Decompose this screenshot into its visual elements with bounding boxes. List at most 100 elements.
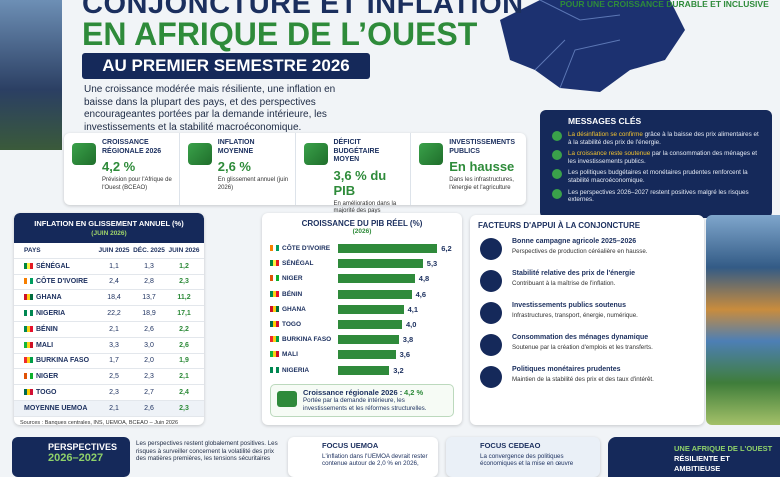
factor-icon (480, 366, 502, 388)
cell-text: TOGO (36, 389, 57, 397)
table-cell: 2,7 (130, 389, 168, 396)
kpi-icon (72, 143, 96, 165)
message-item: La désinflation se confirme grâce à la b… (550, 131, 762, 146)
cell-text: NIGERIA (36, 310, 66, 318)
callout-label: Croissance régionale 2026 : (303, 387, 403, 397)
category: CÔTE D'IVOIRE (282, 245, 331, 253)
message-text: Les politiques budgétaires et monétaires… (568, 169, 748, 184)
bar-row: BÉNIN 4,6 (270, 287, 454, 302)
uemoa-title: FOCUS UEMOA (322, 441, 379, 450)
cell-text: SÉNÉGAL (36, 262, 70, 270)
cell-text: 2,6 (144, 404, 154, 412)
cell-text: 1,2 (179, 262, 189, 270)
table-cell: 2,1 (98, 326, 130, 333)
factor-title: Bonne campagne agricole 2025–2026 (512, 238, 637, 245)
bar (338, 365, 390, 375)
kpi-icon (187, 143, 212, 165)
category: BURKINA FASO (282, 336, 332, 344)
column-header: JUIN 2026 (168, 246, 200, 254)
factor-icon (480, 302, 502, 324)
bar (338, 289, 412, 299)
cell-text: 22,2 (107, 310, 121, 318)
kpi-note: Prévision pour l'Afrique de l'Ouest (BCE… (102, 177, 172, 191)
check-icon (552, 188, 562, 199)
cell-text: 2,2 (179, 325, 189, 333)
cedeao-title: FOCUS CEDEAO (480, 441, 541, 450)
bar-row: GHANA 4,1 (270, 302, 454, 317)
kpi-strip: CROISSANCE RÉGIONALE 2026 4,2 % Prévision … (64, 133, 526, 214)
table-cell: 3,0 (130, 342, 168, 349)
bar-label: SÉNÉGAL (270, 260, 338, 267)
kpi-icon (303, 143, 328, 165)
table-cell: 2,1 (168, 373, 200, 380)
kpi-label: CROISSANCE RÉGIONALE 2026 (102, 139, 162, 155)
map (500, 0, 685, 92)
factor-title: Politiques monétaires prudentes (512, 366, 621, 373)
factor-text: Contribuant à la maîtrise de l'inflation… (512, 280, 616, 287)
cell-text: BURKINA FASO (36, 357, 90, 365)
bar-label: NIGER (270, 275, 338, 282)
factors: FACTEURS D'APPUI À LA CONJONCTURE Bonne c… (470, 215, 704, 425)
kpi-label: DÉFICIT BUDGÉTAIRE MOYEN (333, 139, 380, 163)
factor-icon (480, 270, 502, 292)
perspectives-years: 2026–2027 (48, 452, 104, 464)
cell-text: 2,7 (144, 389, 154, 397)
city-image (0, 0, 62, 150)
category: MALI (282, 351, 298, 359)
tagline: POUR UNE CROISSANCE DURABLE ET INCLUSIVE (560, 0, 769, 9)
value-label: 3,2 (393, 365, 404, 375)
factor-item: Stabilité relative des prix de l'énergie… (478, 270, 696, 302)
gdp-chart: CROISSANCE DU PIB RÉEL (%) (2026) CÔTE D… (262, 213, 462, 425)
kpi-value: 3,6 % du PIB (333, 167, 387, 198)
bar (338, 335, 399, 345)
closing-line2: RÉSILIENTE ET AMBITIEUSE (674, 454, 730, 473)
table-subtitle: (JUIN 2026) (91, 230, 127, 237)
table-cell: 2,3 (130, 373, 168, 380)
kpi-value: En hausse (449, 159, 515, 174)
column-header: JUIN 2025 (98, 246, 130, 254)
cell-text: 18,4 (107, 294, 121, 302)
kpi-icon (419, 143, 444, 165)
cell-text: 3,3 (109, 341, 119, 349)
table-source: Sources : Banques centrales, INS, UEMOA,… (20, 419, 179, 425)
value-label: 5,3 (426, 259, 438, 269)
cell-text: 2,3 (109, 389, 119, 397)
flag (24, 373, 33, 380)
value-label: 6,2 (441, 244, 452, 254)
bar-row: NIGERIA 3,2 (270, 363, 454, 378)
cell-text: 2,1 (109, 404, 119, 412)
table-cell: 2,2 (168, 326, 200, 333)
category: TOGO (282, 321, 302, 329)
factor-title: Investissements publics soutenus (512, 302, 626, 309)
factor-text: Maintien de la stabilité des prix et des… (512, 376, 654, 383)
bar-label: TOGO (270, 321, 338, 328)
table-cell: 2,4 (98, 278, 130, 285)
cell-text: 1,7 (109, 357, 119, 365)
table-cell: TOGO (14, 389, 98, 396)
category: BÉNIN (282, 290, 303, 298)
map-borders (534, 0, 621, 89)
kpi: DÉFICIT BUDGÉTAIRE MOYEN 3,6 % du PIB En a… (296, 133, 412, 214)
bar-label: MALI (270, 351, 338, 358)
kpi: CROISSANCE RÉGIONALE 2026 4,2 % Prévision … (64, 133, 180, 205)
cedeao-text: La convergence des politiques économique… (480, 452, 574, 468)
table-cell: NIGERIA (14, 310, 98, 317)
focus-uemoa: FOCUS UEMOA L'inflation dans l'UEMOA devr… (288, 437, 438, 477)
table-cell: NIGER (14, 373, 98, 380)
check-icon (552, 131, 562, 141)
bar-label: BURKINA FASO (270, 336, 338, 343)
bar (338, 350, 396, 360)
factor-title: Consommation des ménages dynamique (512, 334, 649, 341)
factor-text: Infrastructures, transport, énergie, num… (512, 312, 638, 319)
messages-title: MESSAGES CLÉS (568, 116, 642, 126)
table-row: NIGERIA 22,2 18,9 17,1 (14, 306, 204, 322)
bar (338, 244, 438, 254)
bar-row: NIGER 4,8 (270, 271, 454, 286)
table-row: SÉNÉGAL 1,1 1,3 1,2 (14, 259, 204, 275)
message-highlight: La croissance reste soutenue (568, 150, 651, 158)
table-cell: GHANA (14, 294, 98, 301)
table-row: GHANA 18,4 13,7 11,2 (14, 290, 204, 307)
bar-row: MALI 3,6 (270, 347, 454, 362)
message-item: Les politiques budgétaires et monétaires… (550, 169, 762, 184)
